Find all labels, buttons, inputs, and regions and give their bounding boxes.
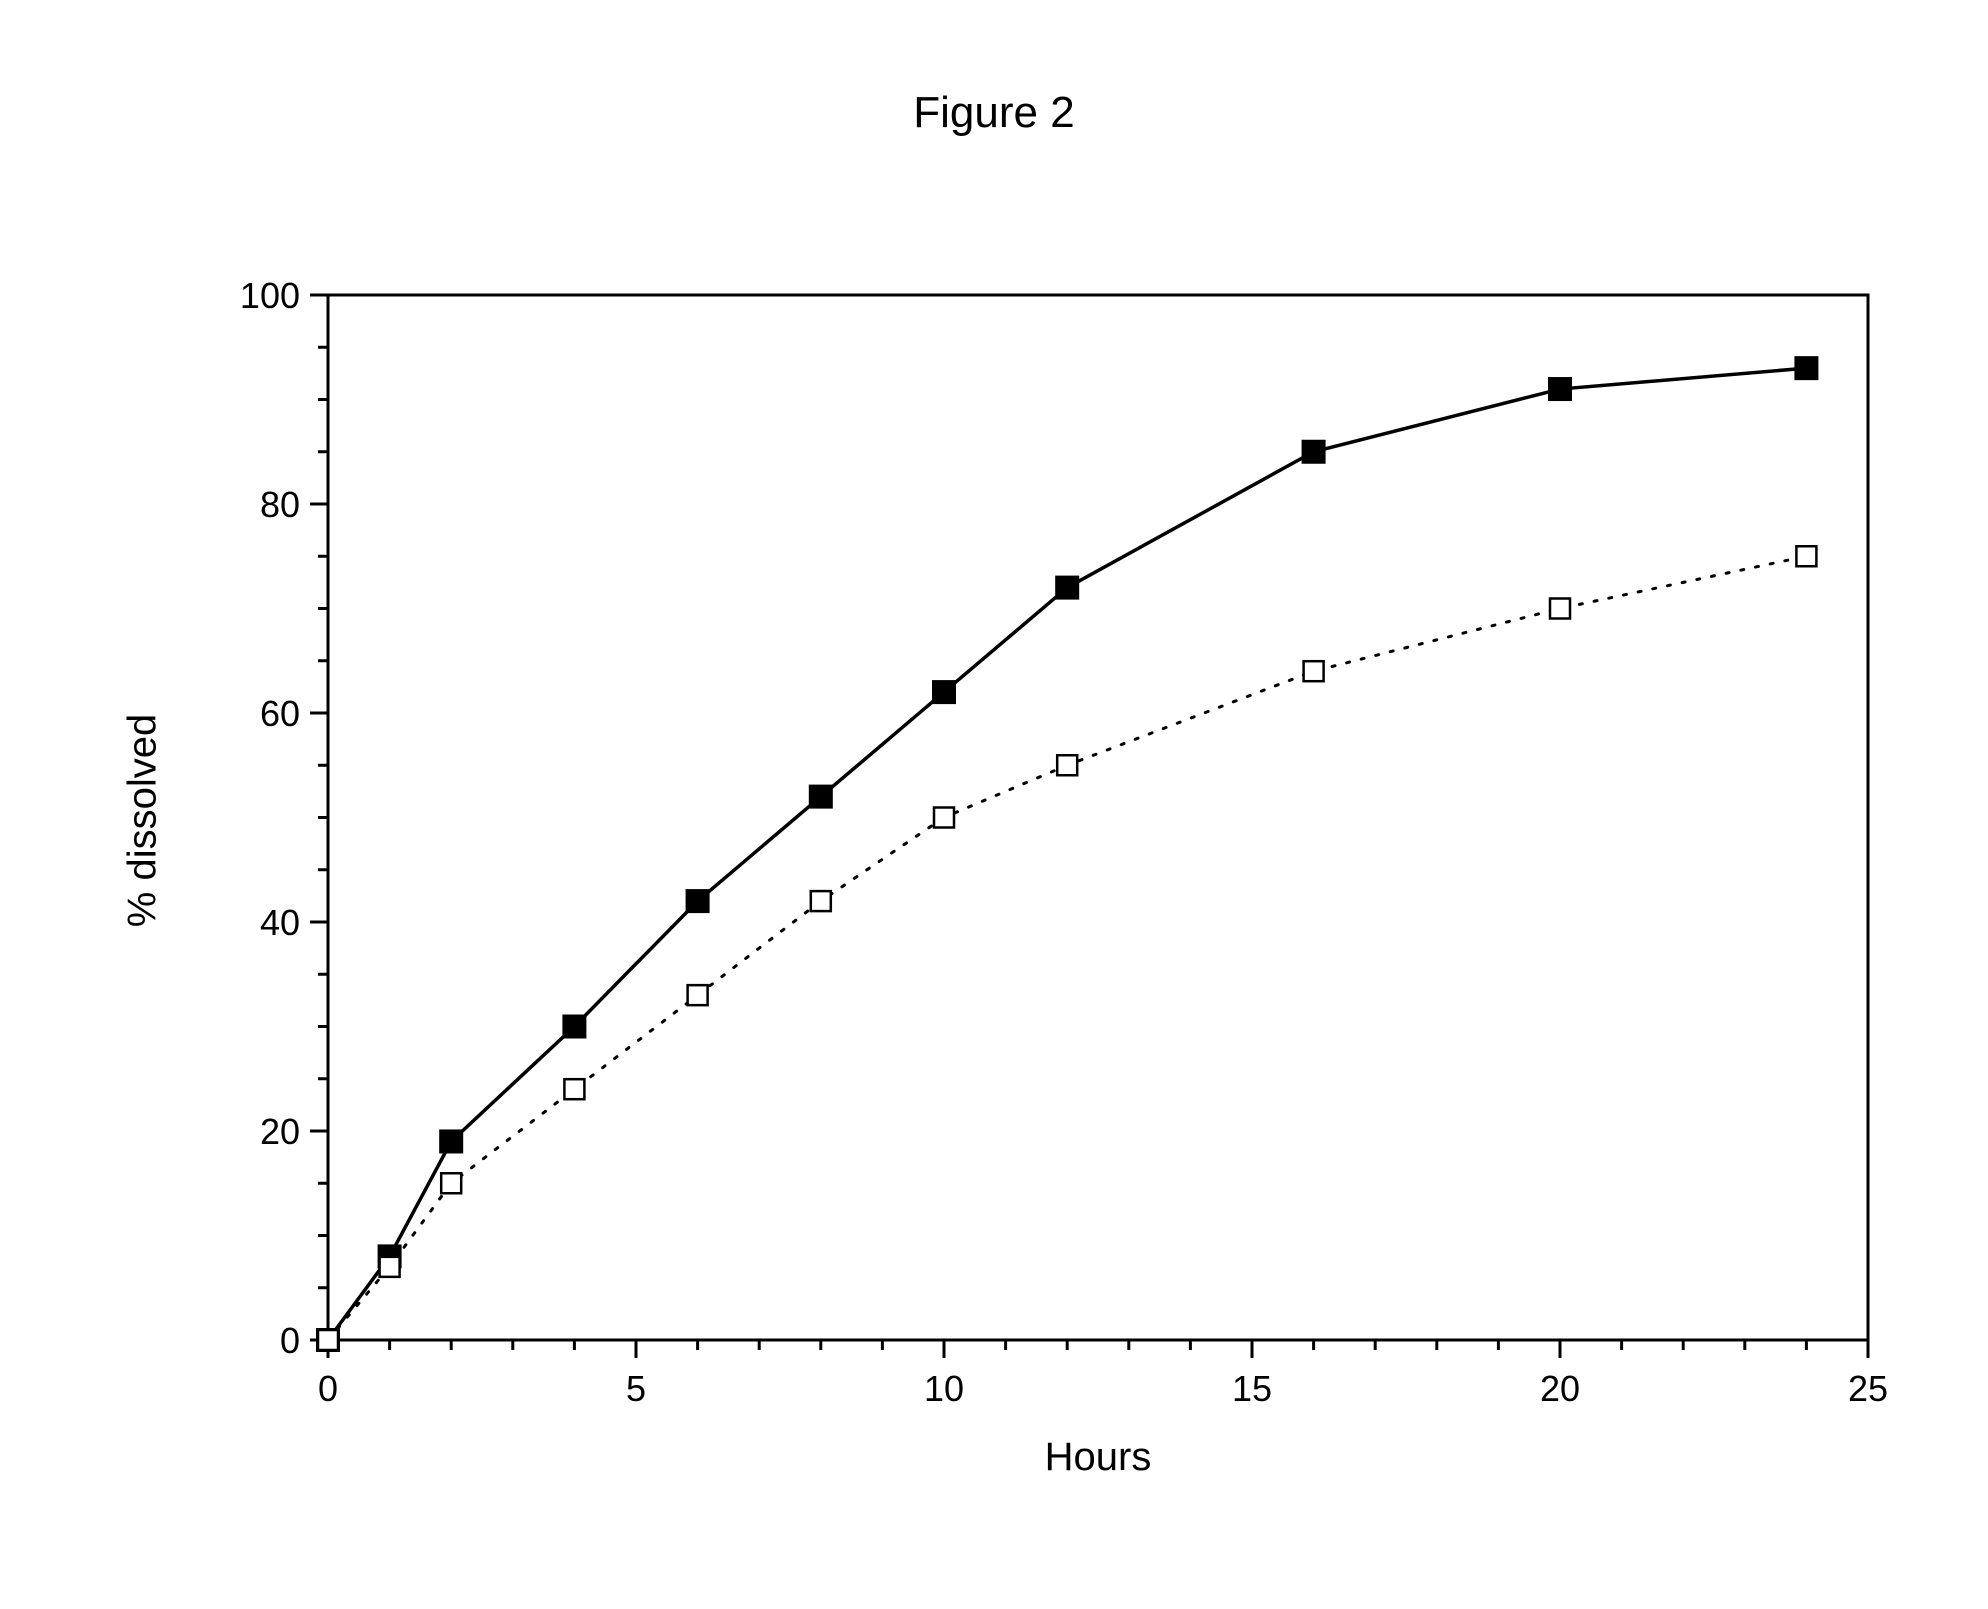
series-open-marker: [564, 1079, 584, 1099]
y-axis-label: % dissolved: [121, 620, 166, 1020]
series-markers: [317, 357, 1817, 1351]
series-open-marker: [688, 985, 708, 1005]
series-open-marker: [811, 891, 831, 911]
series-open-marker: [1796, 546, 1816, 566]
plot-frame: [328, 295, 1868, 1340]
series-filled-marker: [933, 681, 955, 703]
series-filled-marker: [1303, 441, 1325, 463]
series-open-marker: [1057, 755, 1077, 775]
y-tick-label: 80: [200, 484, 300, 526]
series-open-line: [328, 556, 1806, 1340]
axis-ticks: [310, 295, 1868, 1358]
series-open-marker: [380, 1257, 400, 1277]
x-axis-label: Hours: [328, 1435, 1868, 1480]
x-tick-label: 10: [914, 1368, 974, 1410]
series-filled-marker: [1549, 378, 1571, 400]
y-tick-label: 40: [200, 902, 300, 944]
page: Figure 2 Hours % dissolved 0510152025020…: [0, 0, 1988, 1609]
x-tick-label: 15: [1222, 1368, 1282, 1410]
series-lines: [328, 368, 1806, 1340]
series-open-marker: [934, 808, 954, 828]
x-tick-label: 5: [606, 1368, 666, 1410]
y-tick-label: 0: [200, 1320, 300, 1362]
series-open-marker: [441, 1173, 461, 1193]
series-filled-marker: [440, 1130, 462, 1152]
series-open-marker: [1550, 599, 1570, 619]
series-filled-line: [328, 368, 1806, 1340]
series-filled-marker: [1795, 357, 1817, 379]
y-tick-label: 60: [200, 693, 300, 735]
x-tick-label: 0: [298, 1368, 358, 1410]
series-filled-marker: [810, 786, 832, 808]
x-tick-label: 25: [1838, 1368, 1898, 1410]
series-filled-marker: [563, 1016, 585, 1038]
series-open-marker: [318, 1330, 338, 1350]
series-filled-marker: [687, 890, 709, 912]
x-tick-label: 20: [1530, 1368, 1590, 1410]
y-tick-label: 100: [200, 275, 300, 317]
y-tick-label: 20: [200, 1111, 300, 1153]
series-open-marker: [1304, 661, 1324, 681]
series-filled-marker: [1056, 577, 1078, 599]
